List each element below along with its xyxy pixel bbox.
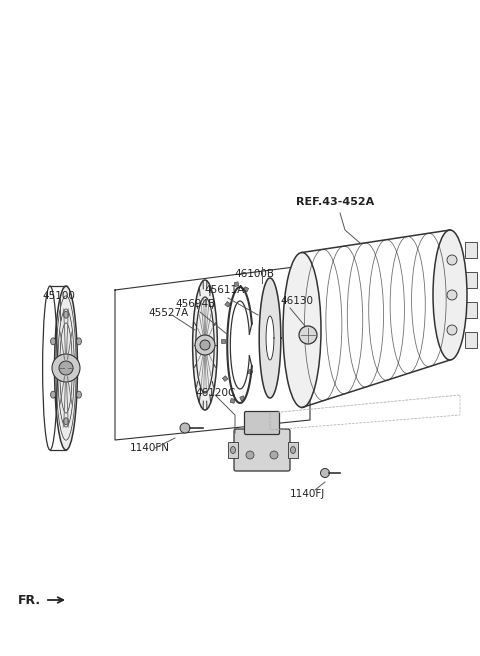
Ellipse shape bbox=[283, 253, 321, 407]
Ellipse shape bbox=[321, 468, 329, 478]
Text: 46120C: 46120C bbox=[195, 388, 235, 398]
Text: 46100B: 46100B bbox=[234, 269, 274, 279]
Ellipse shape bbox=[55, 286, 77, 450]
Bar bbox=[465, 332, 477, 348]
Ellipse shape bbox=[50, 338, 56, 345]
Ellipse shape bbox=[63, 418, 69, 425]
Bar bbox=[225, 302, 230, 307]
Ellipse shape bbox=[270, 451, 278, 459]
Text: 46130: 46130 bbox=[280, 296, 313, 306]
Ellipse shape bbox=[230, 447, 236, 453]
Ellipse shape bbox=[195, 335, 215, 355]
Text: 1140FN: 1140FN bbox=[130, 443, 170, 453]
Ellipse shape bbox=[290, 447, 296, 453]
Ellipse shape bbox=[59, 361, 73, 375]
Ellipse shape bbox=[447, 255, 457, 265]
Bar bbox=[465, 272, 477, 288]
Text: 45527A: 45527A bbox=[148, 308, 188, 318]
FancyBboxPatch shape bbox=[234, 429, 290, 471]
Text: 45611A: 45611A bbox=[204, 285, 244, 295]
Ellipse shape bbox=[50, 391, 56, 398]
Bar bbox=[230, 398, 235, 403]
Ellipse shape bbox=[433, 230, 467, 360]
Bar bbox=[465, 302, 477, 318]
Bar bbox=[234, 282, 239, 287]
Ellipse shape bbox=[76, 338, 82, 345]
FancyBboxPatch shape bbox=[244, 411, 279, 434]
Polygon shape bbox=[266, 316, 274, 360]
Ellipse shape bbox=[180, 423, 190, 433]
Bar bbox=[288, 442, 298, 458]
Ellipse shape bbox=[447, 325, 457, 335]
Bar bbox=[248, 369, 253, 375]
Bar bbox=[228, 442, 238, 458]
Text: 45100: 45100 bbox=[42, 291, 75, 301]
Text: 1140FJ: 1140FJ bbox=[290, 489, 325, 499]
Ellipse shape bbox=[52, 354, 80, 382]
Text: FR.: FR. bbox=[18, 594, 41, 607]
Ellipse shape bbox=[63, 311, 69, 318]
Bar bbox=[465, 242, 477, 258]
Text: 45694B: 45694B bbox=[175, 299, 215, 309]
Polygon shape bbox=[259, 278, 281, 398]
Bar bbox=[221, 339, 225, 343]
Bar bbox=[243, 287, 249, 292]
Ellipse shape bbox=[200, 340, 210, 350]
Ellipse shape bbox=[299, 326, 317, 344]
Bar bbox=[240, 396, 245, 401]
Ellipse shape bbox=[447, 290, 457, 300]
Text: REF.43-452A: REF.43-452A bbox=[296, 197, 374, 207]
Ellipse shape bbox=[76, 391, 82, 398]
Bar bbox=[222, 376, 228, 381]
Ellipse shape bbox=[192, 280, 217, 410]
Ellipse shape bbox=[246, 451, 254, 459]
